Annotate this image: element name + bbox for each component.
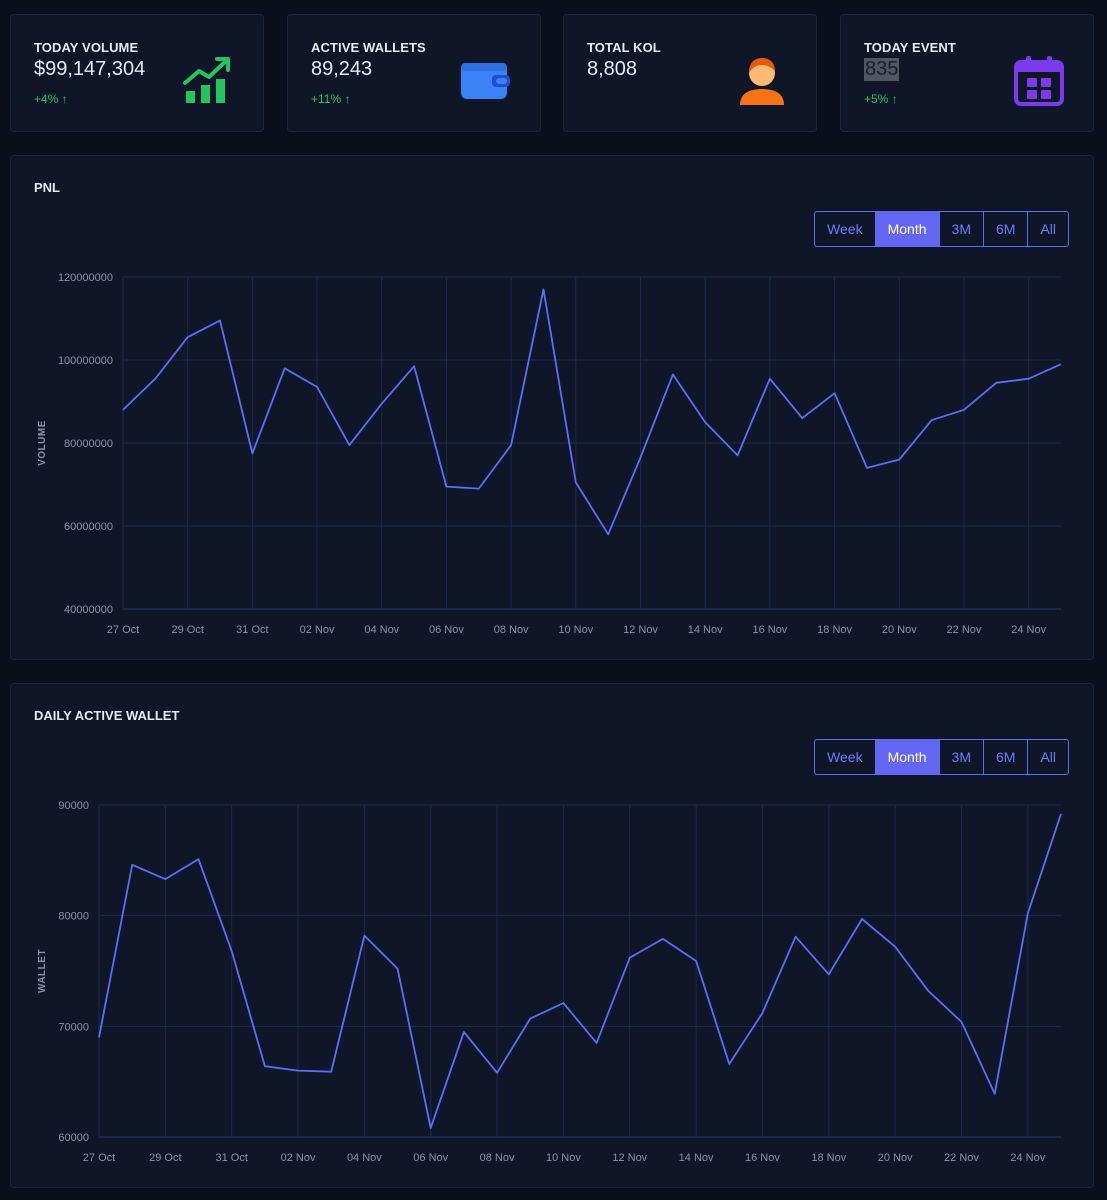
stat-change: +5% ↑ — [864, 92, 898, 106]
y-tick-label: 100000000 — [58, 355, 113, 367]
x-tick-label: 16 Nov — [752, 624, 787, 636]
x-tick-label: 12 Nov — [612, 1152, 647, 1164]
wallet-icon — [461, 63, 510, 99]
range-3m-button[interactable]: 3M — [940, 740, 984, 774]
x-tick-label: 06 Nov — [413, 1152, 448, 1164]
x-tick-label: 24 Nov — [1010, 1152, 1045, 1164]
daily-active-wallet-chart: 60000 70000 80000 90000 27 Oct 29 Oct 31 Oct 02… — [37, 800, 1062, 1164]
stat-label: TODAY EVENT — [864, 40, 956, 55]
chart-growth-icon — [183, 57, 230, 103]
range-6m-button[interactable]: 6M — [984, 740, 1029, 774]
x-tick-label: 29 Oct — [171, 624, 203, 636]
range-week-button[interactable]: Week — [815, 740, 876, 774]
stat-change: +11% ↑ — [311, 92, 351, 106]
x-tick-label: 20 Nov — [882, 624, 917, 636]
x-tick-label: 24 Nov — [1011, 624, 1046, 636]
x-tick-label: 10 Nov — [546, 1152, 581, 1164]
x-tick-label: 18 Nov — [811, 1152, 846, 1164]
x-tick-label: 18 Nov — [817, 624, 852, 636]
pnl-panel: PNL Week Month 3M 6M All 40000000 6000000… — [10, 155, 1094, 660]
stats-row: TODAY VOLUME $99,147,304 +4% ↑ ACTIVE WA… — [10, 14, 1094, 132]
stat-label: ACTIVE WALLETS — [311, 40, 426, 55]
y-tick-label: 60000 — [58, 1132, 89, 1144]
user-icon — [740, 58, 784, 105]
y-axis-label: VOLUME — [37, 420, 48, 466]
x-tick-label: 02 Nov — [300, 624, 335, 636]
stat-card-total-kol: TOTAL KOL 8,808 — [563, 14, 817, 132]
calendar-icon — [1014, 56, 1064, 106]
y-tick-label: 120000000 — [58, 272, 113, 284]
series-line — [98, 813, 1062, 1130]
x-tick-label: 31 Oct — [236, 624, 268, 636]
panel-title: DAILY ACTIVE WALLET — [34, 708, 180, 723]
x-tick-label: 02 Nov — [281, 1152, 316, 1164]
x-tick-label: 14 Nov — [688, 624, 723, 636]
range-all-button[interactable]: All — [1040, 221, 1056, 237]
y-axis-label: WALLET — [37, 949, 48, 993]
daily-active-wallet-panel: DAILY ACTIVE WALLET Week Month 3M 6M All… — [10, 683, 1094, 1188]
stat-change: +4% ↑ — [34, 92, 68, 106]
range-selector: Week Month 3M 6M All — [814, 211, 1069, 247]
stat-label: TOTAL KOL — [587, 40, 661, 55]
x-tick-label: 16 Nov — [745, 1152, 780, 1164]
x-tick-label: 04 Nov — [347, 1152, 382, 1164]
x-tick-label: 08 Nov — [480, 1152, 515, 1164]
stat-card-active-wallets: ACTIVE WALLETS 89,243 +11% ↑ — [287, 14, 541, 132]
x-tick-label: 04 Nov — [364, 624, 399, 636]
x-tick-label: 14 Nov — [679, 1152, 714, 1164]
range-all-button[interactable]: All — [1040, 749, 1056, 765]
x-tick-label: 12 Nov — [623, 624, 658, 636]
range-6m-button[interactable]: 6M — [984, 212, 1029, 246]
x-tick-label: 27 Oct — [83, 1152, 115, 1164]
y-tick-label: 80000 — [58, 911, 89, 923]
x-tick-label: 20 Nov — [878, 1152, 913, 1164]
range-3m-button[interactable]: 3M — [940, 212, 984, 246]
series-line — [122, 288, 1062, 536]
range-selector: Week Month 3M 6M All — [814, 739, 1069, 775]
y-tick-label: 70000 — [58, 1021, 89, 1033]
x-tick-label: 06 Nov — [429, 624, 464, 636]
range-month-button[interactable]: Month — [875, 212, 940, 246]
y-tick-label: 60000000 — [64, 521, 113, 533]
y-tick-label: 90000 — [58, 800, 89, 812]
stat-label: TODAY VOLUME — [34, 40, 139, 55]
stat-value: 835 — [864, 58, 900, 81]
pnl-chart: 40000000 60000000 80000000 100000000 1200000… — [37, 272, 1062, 636]
panel-title: PNL — [34, 180, 60, 195]
range-week-button[interactable]: Week — [815, 212, 876, 246]
x-tick-label: 31 Oct — [215, 1152, 247, 1164]
x-tick-label: 22 Nov — [947, 624, 982, 636]
x-tick-label: 08 Nov — [494, 624, 529, 636]
stat-value: 89,243 — [311, 58, 373, 80]
range-month-button[interactable]: Month — [875, 740, 940, 774]
x-tick-label: 10 Nov — [558, 624, 593, 636]
x-tick-label: 27 Oct — [107, 624, 139, 636]
y-tick-label: 80000000 — [64, 438, 113, 450]
stat-card-today-volume: TODAY VOLUME $99,147,304 +4% ↑ — [10, 14, 264, 132]
stat-value: 8,808 — [587, 58, 638, 80]
stat-card-today-event: TODAY EVENT 835 +5% ↑ — [840, 14, 1094, 132]
x-tick-label: 22 Nov — [944, 1152, 979, 1164]
y-tick-label: 40000000 — [64, 604, 113, 616]
stat-value: $99,147,304 — [34, 58, 146, 80]
x-tick-label: 29 Oct — [149, 1152, 181, 1164]
